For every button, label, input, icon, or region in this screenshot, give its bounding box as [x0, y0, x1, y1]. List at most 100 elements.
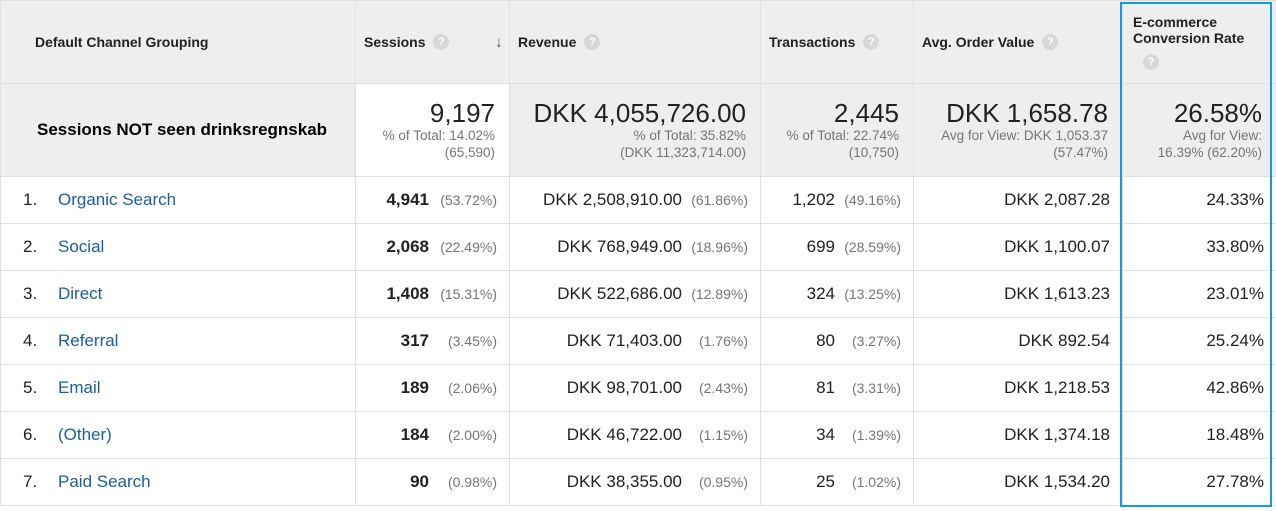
sessions-percent: (0.98%): [447, 474, 497, 490]
transactions-percent: (28.59%): [844, 239, 901, 255]
ecommerce-conversion-rate-cell: 27.78%: [1122, 458, 1276, 506]
sessions-percent: (3.45%): [447, 333, 497, 349]
transactions-cell: 80 (3.27%): [760, 317, 914, 365]
row-index: 7.: [23, 472, 38, 491]
ecommerce-conversion-rate-cell: 24.33%: [1122, 176, 1276, 224]
sessions-percent: (22.49%): [440, 239, 497, 255]
table-row: 5. Email 189 (2.06%) DKK 98,701.00 (2.43%) 81 (…: [0, 364, 1276, 412]
row-dimension-cell: 6. (Other): [0, 411, 356, 459]
channel-link[interactable]: Organic Search: [58, 190, 177, 209]
table-row: 7. Paid Search 90 (0.98%) DKK 38,355.00 (0.95…: [0, 458, 1276, 506]
channel-link[interactable]: Social: [58, 237, 105, 256]
total-share: Avg for View:: [1182, 128, 1262, 143]
transactions-cell: 324 (13.25%): [760, 270, 914, 318]
help-icon[interactable]: ?: [584, 34, 601, 50]
sessions-percent: (15.31%): [440, 286, 497, 302]
channel-link[interactable]: Email: [58, 378, 101, 397]
transactions-cell: 699 (28.59%): [760, 223, 914, 271]
revenue-percent: (2.43%): [698, 380, 748, 396]
total-base: 16.39% (62.20%): [1157, 145, 1262, 160]
channel-link[interactable]: Referral: [58, 331, 119, 350]
transactions-percent: (1.02%): [851, 474, 901, 490]
sessions-cell: 317 (3.45%): [355, 317, 510, 365]
revenue-percent: (12.89%): [691, 286, 748, 302]
col-header-label: Transactions: [769, 34, 856, 50]
avg-order-value-cell: DKK 1,374.18: [913, 411, 1123, 459]
total-base: (57.47%): [1053, 145, 1108, 160]
sessions-value: 2,068: [386, 237, 429, 256]
col-header-transactions[interactable]: Transactions ?: [760, 0, 914, 84]
sessions-value: 317: [400, 331, 429, 350]
avg-order-value-cell: DKK 1,613.23: [913, 270, 1123, 318]
avg-order-value-cell: DKK 1,218.53: [913, 364, 1123, 412]
channel-link[interactable]: Direct: [58, 284, 103, 303]
transactions-cell: 25 (1.02%): [760, 458, 914, 506]
help-icon[interactable]: ?: [1042, 34, 1059, 50]
transactions-percent: (49.16%): [844, 192, 901, 208]
channel-link[interactable]: Paid Search: [58, 472, 151, 491]
sessions-cell: 2,068 (22.49%): [355, 223, 510, 271]
transactions-value: 81: [816, 378, 835, 397]
help-icon[interactable]: ?: [1143, 54, 1159, 70]
revenue-cell: DKK 46,722.00 (1.15%): [509, 411, 761, 459]
total-value: 26.58%: [1173, 98, 1262, 128]
sessions-percent: (2.00%): [447, 427, 497, 443]
total-value: 2,445: [833, 98, 899, 128]
revenue-value: DKK 2,508,910.00: [543, 190, 682, 209]
revenue-value: DKK 46,722.00: [566, 425, 682, 444]
row-index: 4.: [23, 331, 38, 350]
table-row: 4. Referral 317 (3.45%) DKK 71,403.00 (1.76%)…: [0, 317, 1276, 365]
revenue-percent: (1.15%): [698, 427, 748, 443]
sessions-cell: 90 (0.98%): [355, 458, 510, 506]
totals-row: Sessions NOT seen drinksregnskab 9,197 %…: [0, 83, 1276, 177]
transactions-percent: (3.31%): [851, 380, 901, 396]
channel-link[interactable]: (Other): [58, 425, 112, 444]
total-value: DKK 4,055,726.00: [533, 98, 747, 128]
revenue-percent: (0.95%): [698, 474, 748, 490]
col-header-sessions[interactable]: Sessions ? ↓: [355, 0, 510, 84]
row-dimension-cell: 3. Direct: [0, 270, 356, 318]
col-header-label-line1: E-commerce: [1133, 14, 1218, 30]
col-header-label: Default Channel Grouping: [35, 34, 209, 50]
total-transactions: 2,445 % of Total: 22.74% (10,750): [760, 83, 914, 177]
sessions-cell: 189 (2.06%): [355, 364, 510, 412]
revenue-cell: DKK 2,508,910.00 (61.86%): [509, 176, 761, 224]
row-index: 3.: [23, 284, 38, 303]
ecommerce-conversion-rate-cell: 42.86%: [1122, 364, 1276, 412]
sessions-percent: (53.72%): [440, 192, 497, 208]
total-base: (DKK 11,323,714.00): [620, 145, 746, 160]
revenue-value: DKK 98,701.00: [566, 378, 682, 397]
col-header-avg-order-value[interactable]: Avg. Order Value ?: [913, 0, 1123, 84]
col-header-revenue[interactable]: Revenue ?: [509, 0, 761, 84]
transactions-value: 34: [816, 425, 835, 444]
total-share: Avg for View: DKK 1,053.37: [941, 128, 1108, 143]
transactions-value: 324: [806, 284, 835, 303]
total-share: % of Total: 35.82%: [633, 128, 746, 143]
transactions-value: 699: [806, 237, 835, 256]
revenue-percent: (1.76%): [698, 333, 748, 349]
row-index: 5.: [23, 378, 38, 397]
col-header-label: Revenue: [518, 34, 577, 50]
avg-order-value-cell: DKK 892.54: [913, 317, 1123, 365]
col-header-label: Avg. Order Value: [922, 34, 1035, 50]
sort-descending-icon[interactable]: ↓: [495, 34, 503, 51]
col-header-channel-grouping[interactable]: Default Channel Grouping: [0, 0, 356, 84]
ecommerce-conversion-rate-cell: 25.24%: [1122, 317, 1276, 365]
total-ecommerce-conversion-rate: 26.58% Avg for View: 16.39% (62.20%): [1122, 83, 1276, 177]
transactions-value: 1,202: [792, 190, 835, 209]
ecommerce-conversion-rate-cell: 33.80%: [1122, 223, 1276, 271]
row-dimension-cell: 4. Referral: [0, 317, 356, 365]
avg-order-value-cell: DKK 1,100.07: [913, 223, 1123, 271]
transactions-percent: (3.27%): [851, 333, 901, 349]
ecommerce-conversion-rate-cell: 23.01%: [1122, 270, 1276, 318]
row-dimension-cell: 5. Email: [0, 364, 356, 412]
help-icon[interactable]: ?: [863, 34, 880, 50]
help-icon[interactable]: ?: [433, 34, 450, 50]
total-value: 9,197: [429, 98, 495, 128]
sessions-value: 184: [400, 425, 429, 444]
row-index: 6.: [23, 425, 38, 444]
revenue-percent: (18.96%): [691, 239, 748, 255]
col-header-ecommerce-conversion-rate[interactable]: E-commerce Conversion Rate ?: [1122, 0, 1276, 84]
revenue-cell: DKK 98,701.00 (2.43%): [509, 364, 761, 412]
